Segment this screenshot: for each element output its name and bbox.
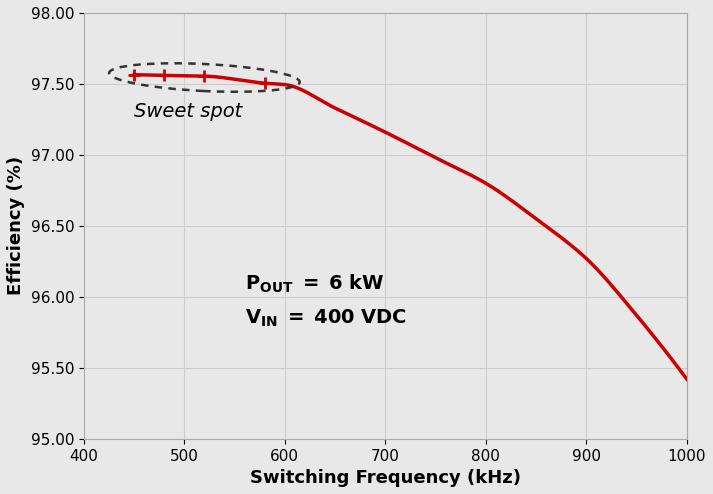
Y-axis label: Efficiency (%): Efficiency (%) [7,156,25,295]
X-axis label: Switching Frequency (kHz): Switching Frequency (kHz) [250,469,520,487]
Text: Sweet spot: Sweet spot [134,102,242,121]
Text: $\mathbf{V_{IN}}$ $\mathbf{=}$ $\mathbf{400}$ $\mathbf{VDC}$: $\mathbf{V_{IN}}$ $\mathbf{=}$ $\mathbf{… [245,308,406,329]
Text: $\mathbf{P_{OUT}}$ $\mathbf{=}$ $\mathbf{6}$ $\mathbf{kW}$: $\mathbf{P_{OUT}}$ $\mathbf{=}$ $\mathbf… [245,273,384,295]
